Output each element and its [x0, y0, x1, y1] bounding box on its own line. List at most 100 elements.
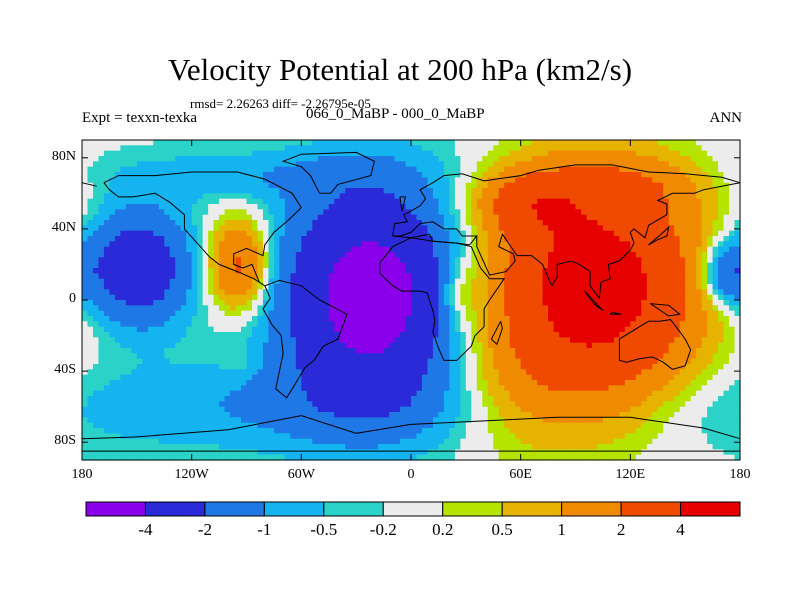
field-cell: [246, 225, 253, 232]
field-cell: [449, 326, 456, 333]
field-cell: [729, 198, 736, 205]
field-cell: [542, 257, 549, 264]
field-cell: [619, 156, 626, 162]
field-cell: [186, 332, 193, 338]
field-cell: [542, 321, 549, 328]
field-cell: [531, 225, 538, 232]
field-cell: [131, 214, 138, 221]
field-cell: [723, 209, 730, 216]
field-cell: [317, 348, 324, 354]
field-cell: [613, 172, 620, 178]
field-cell: [657, 236, 664, 242]
field-cell: [180, 188, 187, 194]
field-cell: [334, 177, 341, 184]
field-cell: [290, 284, 297, 290]
field-cell: [465, 262, 472, 269]
field-cell: [164, 284, 171, 290]
field-cell: [109, 150, 116, 157]
field-cell: [92, 220, 100, 226]
field-cell: [460, 326, 467, 333]
field-cell: [230, 177, 237, 184]
field-cell: [312, 348, 319, 354]
field-cell: [103, 166, 111, 173]
field-cell: [454, 225, 461, 232]
field-cell: [548, 262, 555, 269]
field-cell: [548, 305, 555, 312]
field-cell: [290, 337, 297, 344]
field-cell: [345, 310, 352, 317]
field-cell: [98, 246, 105, 253]
field-cell: [460, 166, 467, 173]
field-cell: [290, 332, 297, 338]
field-cell: [427, 241, 434, 248]
field-cell: [142, 241, 149, 248]
field-cell: [438, 289, 445, 296]
field-cell: [262, 150, 270, 157]
field-cell: [191, 300, 198, 306]
field-cell: [657, 305, 664, 312]
field-cell: [526, 300, 533, 306]
field-cell: [591, 316, 599, 322]
field-cell: [367, 166, 374, 173]
field-cell: [186, 182, 193, 189]
field-cell: [98, 337, 105, 344]
field-cell: [454, 353, 461, 360]
field-cell: [537, 209, 544, 216]
field-cell: [498, 156, 505, 162]
field-cell: [213, 278, 220, 285]
field-cell: [339, 188, 346, 194]
field-cell: [504, 337, 511, 344]
field-cell: [350, 310, 357, 317]
field-cell: [449, 156, 456, 162]
field-cell: [432, 342, 440, 349]
field-cell: [411, 278, 418, 285]
field-cell: [175, 305, 182, 312]
field-cell: [400, 193, 407, 200]
field-cell: [350, 166, 357, 173]
field-cell: [707, 172, 714, 178]
field-cell: [564, 294, 571, 301]
field-cell: [180, 257, 187, 264]
field-cell: [575, 337, 582, 344]
field-cell: [147, 204, 154, 210]
field-cell: [109, 284, 116, 290]
field-cell: [624, 342, 631, 349]
field-cell: [164, 278, 171, 285]
field-cell: [372, 342, 379, 349]
field-cell: [301, 332, 308, 338]
field-cell: [103, 161, 111, 168]
field-cell: [147, 166, 154, 173]
field-cell: [361, 332, 368, 338]
field-cell: [674, 348, 681, 354]
field-cell: [646, 326, 653, 333]
field-cell: [257, 220, 264, 226]
field-cell: [241, 326, 248, 333]
field-cell: [668, 230, 675, 237]
field-cell: [734, 161, 741, 168]
field-cell: [257, 156, 264, 162]
field-cell: [411, 300, 418, 306]
field-cell: [361, 230, 368, 237]
field-cell: [295, 246, 302, 253]
field-cell: [734, 172, 741, 178]
field-cell: [235, 145, 242, 152]
field-cell: [586, 273, 593, 280]
field-cell: [652, 172, 659, 178]
field-cell: [383, 310, 390, 317]
field-cell: [504, 268, 511, 274]
field-cell: [180, 193, 187, 200]
field-cell: [482, 209, 489, 216]
field-cell: [290, 198, 297, 205]
field-cell: [142, 225, 149, 232]
field-cell: [548, 220, 555, 226]
field-cell: [345, 204, 352, 210]
field-cell: [131, 150, 138, 157]
field-cell: [696, 252, 703, 258]
field-cell: [570, 198, 577, 205]
field-cell: [136, 273, 143, 280]
field-cell: [290, 209, 297, 216]
field-cell: [427, 166, 434, 173]
field-cell: [696, 220, 703, 226]
field-cell: [345, 294, 352, 301]
field-cell: [219, 353, 226, 360]
